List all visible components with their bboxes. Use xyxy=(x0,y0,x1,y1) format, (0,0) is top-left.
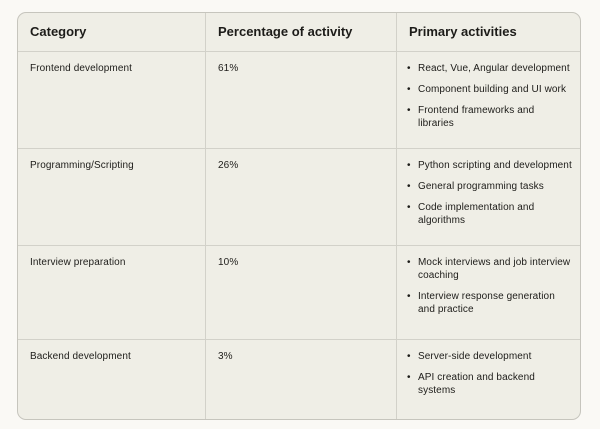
activities-list: React, Vue, Angular development Componen… xyxy=(407,62,572,130)
activity-item: API creation and backend systems xyxy=(407,371,572,397)
activity-item: Interview response generation and practi… xyxy=(407,290,572,316)
category-cell: Programming/Scripting xyxy=(30,160,134,171)
activity-item: Python scripting and development xyxy=(407,159,572,172)
activities-list: Python scripting and development General… xyxy=(407,159,572,227)
column-header-category: Category xyxy=(30,24,87,39)
activities-cell: Mock interviews and job interview coachi… xyxy=(396,246,580,339)
activity-item: Mock interviews and job interview coachi… xyxy=(407,256,572,282)
activities-cell: React, Vue, Angular development Componen… xyxy=(396,52,580,148)
table-row: Programming/Scripting 26% Python scripti… xyxy=(18,148,580,245)
activity-item: Server-side development xyxy=(407,350,572,363)
percentage-cell: 10% xyxy=(205,246,396,339)
activities-cell: Server-side development API creation and… xyxy=(396,340,580,419)
percentage-cell: 26% xyxy=(205,149,396,245)
activity-table: Category Percentage of activity Primary … xyxy=(17,12,581,420)
column-header-activities: Primary activities xyxy=(396,13,580,51)
column-header-percentage: Percentage of activity xyxy=(205,13,396,51)
activities-list: Mock interviews and job interview coachi… xyxy=(407,256,572,316)
percentage-cell: 61% xyxy=(205,52,396,148)
category-cell: Frontend development xyxy=(30,63,133,74)
activities-cell: Python scripting and development General… xyxy=(396,149,580,245)
activity-item: Component building and UI work xyxy=(407,83,572,96)
activities-list: Server-side development API creation and… xyxy=(407,350,572,397)
activity-item: React, Vue, Angular development xyxy=(407,62,572,75)
category-cell: Interview preparation xyxy=(30,257,126,268)
table-row: Frontend development 61% React, Vue, Ang… xyxy=(18,51,580,148)
activity-item: Frontend frameworks and libraries xyxy=(407,104,572,130)
category-cell: Backend development xyxy=(30,351,131,362)
table-row: Backend development 3% Server-side devel… xyxy=(18,339,580,419)
table-header-row: Category Percentage of activity Primary … xyxy=(18,13,580,51)
table-row: Interview preparation 10% Mock interview… xyxy=(18,245,580,339)
activity-item: Code implementation and algorithms xyxy=(407,201,572,227)
activity-item: General programming tasks xyxy=(407,180,572,193)
percentage-cell: 3% xyxy=(205,340,396,419)
